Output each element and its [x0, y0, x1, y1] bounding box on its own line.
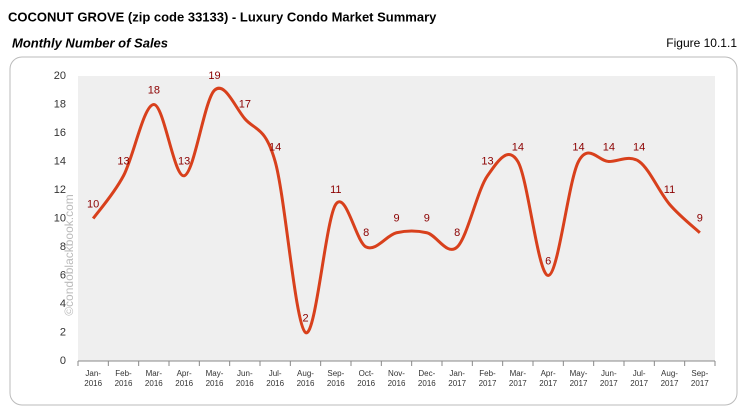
data-label: 2 [302, 312, 308, 324]
data-label: 14 [572, 141, 584, 153]
y-tick-label: 0 [60, 355, 66, 367]
data-label: 11 [664, 184, 675, 196]
x-tick-label: Jan-2016 [84, 369, 103, 388]
x-tick-label: Sep-2017 [690, 369, 709, 388]
x-tick-label: May-2017 [569, 369, 588, 388]
data-label: 6 [545, 255, 551, 267]
y-tick-label: 18 [54, 98, 66, 110]
plot-area [78, 76, 715, 361]
y-tick-label: 6 [60, 269, 66, 281]
data-label: 19 [208, 70, 220, 82]
x-tick-label: Jun-2016 [235, 369, 254, 388]
chart-title: COCONUT GROVE (zip code 33133) - Luxury … [8, 9, 437, 24]
x-tick-label: May-2016 [205, 369, 224, 388]
x-tick-label: Apr-2017 [539, 369, 558, 388]
data-label: 11 [330, 184, 341, 196]
data-label: 9 [393, 213, 399, 225]
data-label: 14 [512, 141, 524, 153]
data-label: 13 [178, 156, 190, 168]
data-label: 13 [117, 156, 129, 168]
data-label: 9 [424, 213, 430, 225]
data-label: 14 [269, 141, 281, 153]
x-tick-label: Jun-2017 [599, 369, 618, 388]
x-tick-label: Jan-2017 [448, 369, 467, 388]
data-label: 17 [239, 99, 251, 111]
x-tick-label: Feb-2017 [478, 369, 497, 388]
y-tick-label: 4 [60, 298, 66, 310]
x-tick-label: Nov-2016 [387, 369, 406, 388]
watermark: ©condoblackbook.com [62, 194, 76, 316]
data-label: 10 [87, 198, 99, 210]
y-tick-label: 2 [60, 326, 66, 338]
y-tick-label: 14 [54, 155, 66, 167]
figure-label: Figure 10.1.1 [666, 36, 737, 50]
x-tick-label: Feb-2016 [114, 369, 133, 388]
x-tick-label: Jul-2016 [266, 369, 285, 388]
x-tick-label: Mar-2017 [508, 369, 527, 388]
x-tick-label: Mar-2016 [144, 369, 163, 388]
x-tick-label: Apr-2016 [175, 369, 194, 388]
y-tick-label: 8 [60, 241, 66, 253]
x-tick-label: Sep-2016 [326, 369, 345, 388]
y-tick-label: 16 [54, 127, 66, 139]
data-label: 8 [454, 227, 460, 239]
x-tick-label: Jul-2017 [630, 369, 649, 388]
x-tick-label: Aug-2016 [296, 369, 315, 388]
data-label: 18 [148, 84, 160, 96]
line [91, 86, 701, 335]
x-tick-label: Oct-2016 [357, 369, 376, 388]
x-tick-label: Aug-2017 [660, 369, 679, 388]
chart-subtitle: Monthly Number of Sales [12, 35, 168, 50]
x-tick-label: Dec-2016 [417, 369, 436, 388]
data-label: 14 [603, 141, 615, 153]
data-label: 13 [481, 156, 493, 168]
y-tick-label: 20 [54, 70, 66, 82]
y-tick-label: 10 [54, 212, 66, 224]
data-label: 8 [363, 227, 369, 239]
data-label: 14 [633, 141, 645, 153]
y-tick-label: 12 [54, 184, 66, 196]
data-label: 9 [697, 213, 703, 225]
